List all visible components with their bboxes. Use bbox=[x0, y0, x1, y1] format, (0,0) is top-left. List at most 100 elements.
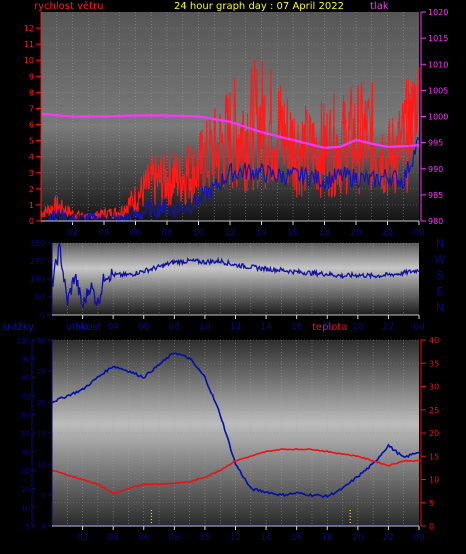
p2-x-tick-label: 20 bbox=[352, 322, 364, 332]
pressure-y-tick-label: 1010 bbox=[428, 60, 448, 69]
p3-x-tick-label: 04 bbox=[107, 533, 119, 543]
p3-x-tick-label: 00 bbox=[413, 533, 425, 543]
rain-y-tick-label: 90 bbox=[21, 356, 30, 364]
p3-x-tick-label: 16 bbox=[291, 533, 303, 543]
p2-x-tick-label: 02 bbox=[77, 322, 88, 332]
wind-y-tick-label: 12 bbox=[24, 24, 34, 33]
p1-x-tick-label: 10 bbox=[193, 228, 205, 238]
rain-y-tick-label: 100 bbox=[17, 337, 30, 345]
rain-y-tick-label: 20 bbox=[21, 486, 30, 494]
direction-y-tick-label: 360 bbox=[30, 239, 45, 248]
compass-label: W bbox=[435, 253, 446, 266]
pressure-y-tick-label: 985 bbox=[428, 191, 443, 200]
rain-axis-label: srážky bbox=[2, 321, 34, 333]
p2-x-tick-label: 22 bbox=[383, 322, 394, 332]
rain-y-tick-label: 60 bbox=[21, 411, 30, 419]
p1-x-tick-label: 14 bbox=[256, 228, 268, 238]
rain-y-tick-label: 0 bbox=[26, 523, 30, 531]
pressure-y-tick-label: 1005 bbox=[428, 86, 448, 95]
temperature-y-tick-label: 25 bbox=[429, 406, 439, 415]
wind-direction-line bbox=[51, 242, 420, 308]
humidity-axis-label: vlhkost bbox=[66, 322, 102, 333]
wind-average-line bbox=[41, 136, 420, 224]
temperature-line bbox=[51, 448, 419, 495]
p3-x-tick-label: 18 bbox=[322, 533, 334, 543]
wind-y-tick-label: 5 bbox=[29, 137, 34, 146]
pressure-axis-label: tlak bbox=[370, 1, 389, 12]
humidity-line bbox=[51, 352, 419, 499]
p3-x-tick-label: 10 bbox=[199, 533, 211, 543]
pressure-line bbox=[40, 112, 420, 149]
p3-x-tick-label: 08 bbox=[169, 533, 181, 543]
humidity-y-tick-label: 10 bbox=[37, 461, 46, 469]
compass-label: E bbox=[437, 285, 444, 298]
pressure-y-tick-label: 1000 bbox=[428, 113, 448, 122]
humidity-y-tick-label: 30 bbox=[37, 337, 46, 345]
temperature-y-tick-label: 5 bbox=[429, 499, 434, 508]
humidity-y-tick-label: 25 bbox=[37, 368, 46, 376]
p2-x-tick-label: 10 bbox=[199, 322, 211, 332]
p1-x-tick-label: 08 bbox=[161, 228, 173, 238]
temperature-y-tick-label: 35 bbox=[429, 359, 439, 368]
p3-x-tick-label: 20 bbox=[352, 533, 364, 543]
p2-x-tick-label: 00 bbox=[413, 322, 425, 332]
temperature-y-tick-label: 15 bbox=[429, 452, 439, 461]
p3-x-tick-label: 22 bbox=[383, 533, 394, 543]
humidity-y-tick-label: 5 bbox=[42, 492, 46, 500]
rain-y-tick-label: 70 bbox=[21, 393, 30, 401]
wind-y-tick-label: 9 bbox=[29, 72, 34, 81]
temperature-y-tick-label: 30 bbox=[429, 383, 439, 392]
pressure-y-tick-label: 990 bbox=[428, 165, 443, 174]
humidity-y-tick-label: 0 bbox=[42, 523, 46, 531]
p1-x-tick-label: 02 bbox=[67, 228, 78, 238]
rain-y-tick-label: 10 bbox=[21, 504, 30, 512]
wind-y-tick-label: 0 bbox=[29, 217, 34, 226]
direction-y-tick-label: 0 bbox=[40, 311, 45, 320]
wind-y-tick-label: 4 bbox=[29, 153, 34, 162]
wind-y-tick-label: 11 bbox=[24, 40, 34, 49]
p1-x-tick-label: 18 bbox=[319, 228, 331, 238]
humidity-y-tick-label: 20 bbox=[37, 399, 46, 407]
rain-y-tick-label: 30 bbox=[21, 467, 30, 475]
temperature-y-tick-label: 40 bbox=[429, 336, 439, 345]
wind-y-tick-label: 6 bbox=[29, 121, 34, 130]
p2-x-tick-label: 16 bbox=[291, 322, 303, 332]
p1-x-tick-label: 04 bbox=[98, 228, 110, 238]
rain-y-tick-label: 40 bbox=[21, 449, 30, 457]
direction-y-tick-label: 270 bbox=[30, 257, 45, 266]
wind-y-tick-label: 3 bbox=[29, 169, 34, 178]
p1-x-tick-label: 06 bbox=[130, 228, 142, 238]
wind-y-tick-label: 1 bbox=[29, 201, 34, 210]
p1-x-tick-label: 12 bbox=[224, 228, 235, 238]
pressure-y-tick-label: 980 bbox=[428, 217, 443, 226]
pressure-y-tick-label: 1020 bbox=[428, 8, 448, 17]
direction-y-tick-label: 180 bbox=[30, 275, 45, 284]
pressure-y-tick-label: 995 bbox=[428, 139, 443, 148]
p3-x-tick-label: 02 bbox=[77, 533, 88, 543]
p2-x-tick-label: 06 bbox=[138, 322, 150, 332]
p2-x-tick-label: 08 bbox=[169, 322, 181, 332]
p3-x-tick-label: 14 bbox=[260, 533, 272, 543]
p1-x-tick-label: 20 bbox=[350, 228, 362, 238]
direction-y-tick-label: 90 bbox=[35, 293, 45, 302]
wind-y-tick-label: 10 bbox=[24, 56, 34, 65]
pressure-y-tick-label: 1015 bbox=[428, 34, 448, 43]
temperature-y-tick-label: 0 bbox=[429, 522, 434, 531]
p1-x-tick-label: 16 bbox=[287, 228, 299, 238]
p3-x-tick-label: 06 bbox=[138, 533, 150, 543]
wind-speed-axis-label: rychlost větru bbox=[34, 0, 104, 12]
wind-y-tick-label: 2 bbox=[29, 185, 34, 194]
compass-label: N bbox=[436, 237, 444, 250]
p3-x-tick-label: 12 bbox=[230, 533, 241, 543]
rain-y-tick-label: 50 bbox=[21, 430, 30, 438]
p1-x-tick-label: 00 bbox=[413, 228, 425, 238]
p2-x-tick-label: 04 bbox=[107, 322, 119, 332]
humidity-y-tick-label: 15 bbox=[37, 430, 46, 438]
compass-label: N bbox=[436, 301, 444, 314]
p2-x-tick-label: 14 bbox=[260, 322, 272, 332]
wind-y-tick-label: 7 bbox=[29, 104, 34, 113]
wind-y-tick-label: 8 bbox=[29, 88, 34, 97]
p2-x-tick-label: 12 bbox=[230, 322, 241, 332]
